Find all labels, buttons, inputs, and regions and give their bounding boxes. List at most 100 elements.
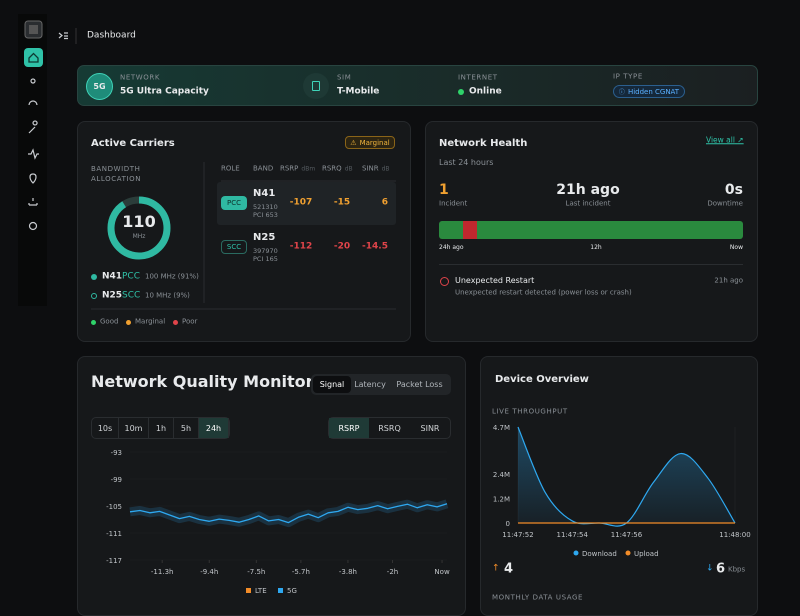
card-title: Device Overview bbox=[495, 374, 589, 385]
download-unit: Kbps bbox=[728, 565, 746, 574]
allocation-band: N25 bbox=[102, 290, 123, 301]
timeline-label: Now bbox=[729, 244, 743, 251]
event-title: Unexpected Restart bbox=[455, 276, 535, 285]
badge-text: Marginal bbox=[359, 138, 390, 147]
column-name: BAND bbox=[253, 164, 274, 173]
sinr: -14.5 bbox=[362, 241, 388, 252]
legend-label: 5G bbox=[287, 587, 297, 595]
status-value: Online bbox=[469, 86, 502, 97]
nav-activity[interactable] bbox=[28, 148, 39, 160]
x-tick-label: -5.7h bbox=[292, 568, 310, 576]
range-button[interactable]: 10s bbox=[92, 418, 119, 438]
stat-value: 1 bbox=[439, 182, 449, 198]
stat-value: 21h ago bbox=[556, 182, 620, 198]
range-button[interactable]: 24h bbox=[199, 418, 229, 438]
nav-tools[interactable] bbox=[28, 120, 38, 134]
range-group bbox=[91, 417, 230, 439]
tab[interactable]: Packet Loss bbox=[396, 380, 443, 389]
sinr: 6 bbox=[381, 197, 388, 208]
view-all-link[interactable]: View all ↗ bbox=[706, 135, 744, 145]
stat-label: Downtime bbox=[707, 199, 743, 208]
x-tick-label: -2h bbox=[387, 568, 398, 576]
column-unit: dB bbox=[381, 165, 390, 173]
legend-label: Good bbox=[100, 317, 119, 326]
y-tick-label: 4.7M bbox=[493, 424, 510, 432]
network-badge-text: 5G bbox=[93, 81, 106, 91]
y-tick-label: -99 bbox=[111, 476, 122, 484]
legend-dot bbox=[126, 320, 131, 325]
channel: 397970 bbox=[253, 246, 278, 255]
card-title: Network Quality Monitor bbox=[91, 372, 314, 391]
nav-network[interactable] bbox=[28, 198, 38, 206]
column-unit: dB bbox=[344, 165, 353, 173]
warning-icon: ⚠ bbox=[350, 138, 357, 147]
signal-line bbox=[129, 503, 448, 524]
allocation-role: PCC bbox=[122, 271, 140, 282]
rsrq: -20 bbox=[333, 241, 351, 252]
metric-button[interactable]: SINR bbox=[420, 423, 440, 433]
legend-dot bbox=[173, 320, 178, 325]
stat-label: Last incident bbox=[565, 199, 611, 208]
nav-location[interactable] bbox=[29, 173, 37, 184]
legend-swatch bbox=[278, 588, 283, 593]
x-tick-label: -11.3h bbox=[151, 568, 174, 576]
logo-chip bbox=[29, 25, 38, 34]
allocation-detail: 10 MHz (9%) bbox=[145, 291, 190, 300]
tab[interactable]: Signal bbox=[313, 376, 351, 393]
y-tick-label: -111 bbox=[106, 530, 122, 538]
range-button[interactable]: 1h bbox=[149, 418, 174, 438]
stat-value: 0s bbox=[724, 182, 743, 198]
metric-button[interactable]: RSRQ bbox=[378, 423, 401, 433]
upload-rate: 4 bbox=[504, 561, 514, 577]
quality-badge: ⚠ Marginal bbox=[345, 136, 395, 149]
column-header: BAND bbox=[253, 164, 274, 173]
sidebar-icons bbox=[24, 20, 77, 231]
channel: 521310 bbox=[253, 202, 278, 211]
link-text: View all bbox=[706, 135, 735, 145]
total-unit: MHz bbox=[132, 233, 146, 240]
total-bandwidth: 110 bbox=[122, 212, 156, 231]
legend-dot bbox=[91, 293, 97, 299]
nav-settings[interactable] bbox=[28, 221, 38, 231]
page: Dashboard 5G NETWORK 5G Ultra Capacity S… bbox=[24, 20, 758, 616]
card-title: Network Health bbox=[439, 138, 528, 149]
column-name: SINR bbox=[362, 164, 379, 173]
upload-arrow: ↑ bbox=[492, 563, 500, 574]
error-icon bbox=[440, 277, 449, 286]
card-title: Active Carriers bbox=[91, 138, 175, 149]
column-name: RSRP bbox=[280, 164, 299, 173]
status-label: IP TYPE bbox=[613, 72, 643, 81]
band: N25 bbox=[253, 232, 276, 243]
monthly-label: MONTHLY DATA USAGE bbox=[492, 593, 584, 602]
status-label: NETWORK bbox=[120, 73, 161, 82]
status-label: SIM bbox=[337, 73, 352, 82]
home-icon bbox=[28, 52, 39, 63]
legend-label: Download bbox=[582, 550, 617, 558]
ip-type-value: Hidden CGNAT bbox=[627, 87, 680, 96]
band: N41 bbox=[253, 188, 276, 199]
divider bbox=[439, 264, 743, 265]
range-button[interactable]: 5h bbox=[174, 418, 199, 438]
uptime-bar bbox=[439, 221, 743, 239]
card-subtitle: Last 24 hours bbox=[439, 158, 494, 167]
tab[interactable]: Latency bbox=[354, 380, 386, 389]
y-tick-label: -93 bbox=[111, 449, 122, 457]
stat-label: Incident bbox=[439, 199, 468, 208]
sidebar-toggle[interactable] bbox=[58, 32, 68, 40]
legend-dot bbox=[625, 550, 631, 556]
range-button[interactable]: 10m bbox=[119, 418, 149, 438]
nav-signal[interactable] bbox=[30, 78, 36, 84]
event-time: 21h ago bbox=[714, 276, 743, 285]
status-label: INTERNET bbox=[458, 73, 498, 82]
rsrp: -107 bbox=[289, 197, 313, 208]
legend-label: Upload bbox=[634, 550, 659, 558]
nav-speed[interactable] bbox=[28, 100, 38, 106]
legend-label: Poor bbox=[182, 317, 198, 326]
network-badge bbox=[86, 73, 113, 100]
rsrp: -112 bbox=[289, 241, 313, 252]
column-header: RSRQ dB bbox=[322, 165, 353, 173]
legend-swatch bbox=[246, 588, 251, 593]
metric-button[interactable]: RSRP bbox=[329, 418, 369, 438]
x-tick-label: -9.4h bbox=[200, 568, 218, 576]
allocation-detail: 100 MHz (91%) bbox=[145, 272, 199, 281]
